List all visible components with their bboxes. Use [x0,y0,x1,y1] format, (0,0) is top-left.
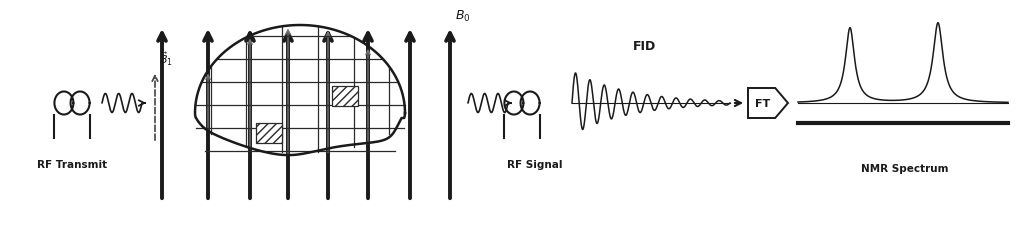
Text: $B_0$: $B_0$ [455,9,471,24]
Text: NMR Spectrum: NMR Spectrum [861,163,949,173]
Text: FID: FID [634,40,656,53]
Bar [332,87,358,106]
Text: RF Signal: RF Signal [507,159,563,169]
Text: RF Transmit: RF Transmit [37,159,108,169]
Text: $\vec{B}_1$: $\vec{B}_1$ [159,50,173,68]
Bar [256,123,282,143]
Polygon shape [748,89,788,119]
Text: FT: FT [755,99,770,109]
